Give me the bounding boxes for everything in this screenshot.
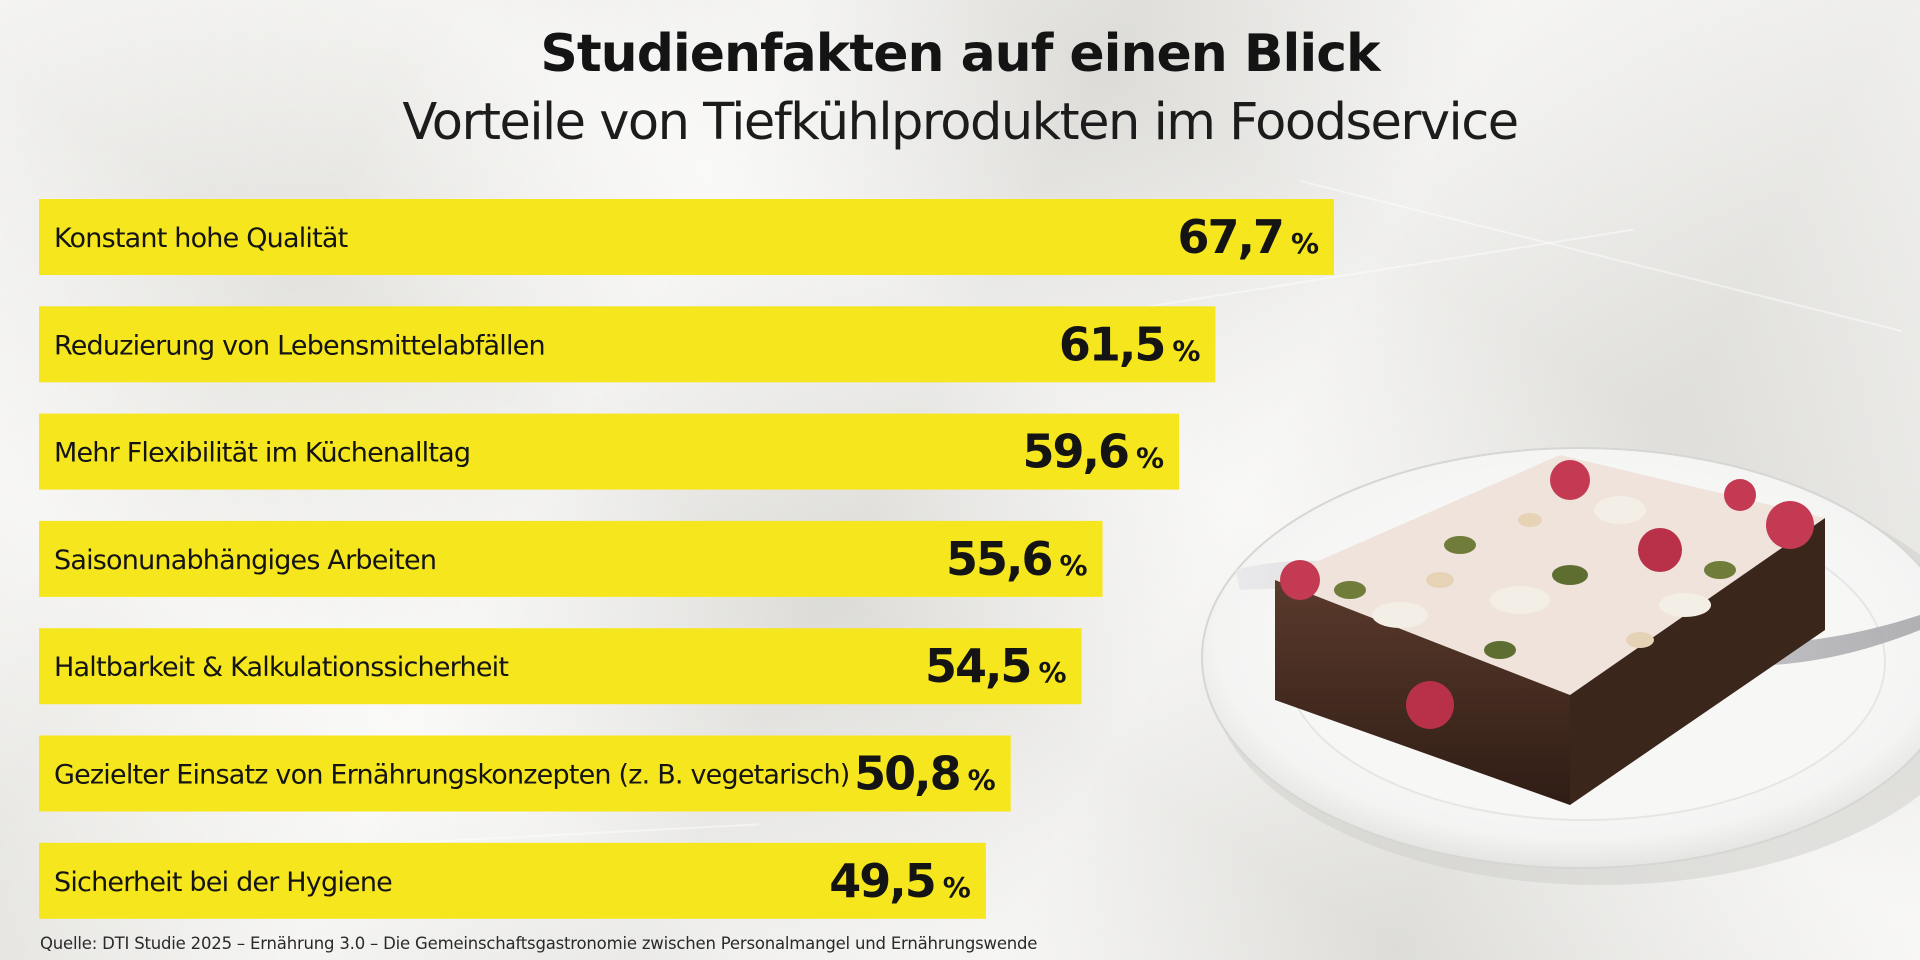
source-note: Quelle: DTI Studie 2025 – Ernährung 3.0 … bbox=[40, 934, 1038, 953]
bar-value-number: 49,5 bbox=[829, 854, 935, 908]
bar bbox=[39, 520, 1103, 597]
bar-value-unit: % bbox=[943, 871, 971, 904]
bar-value-label: 54,5% bbox=[925, 639, 1067, 693]
bar bbox=[39, 842, 986, 919]
bar-value-label: 55,6% bbox=[946, 532, 1088, 586]
bar-value-number: 55,6 bbox=[946, 532, 1052, 586]
bar-value-number: 67,7 bbox=[1177, 210, 1283, 264]
bar-value-label: 50,8% bbox=[854, 747, 996, 801]
bar-value-unit: % bbox=[1136, 442, 1164, 475]
bar-label: Gezielter Einsatz von Ernährungskonzepte… bbox=[54, 760, 850, 791]
bar-value-unit: % bbox=[1038, 656, 1066, 689]
bar-value-unit: % bbox=[1172, 334, 1200, 367]
bar-value-unit: % bbox=[1059, 549, 1087, 582]
bar bbox=[39, 413, 1180, 490]
bar bbox=[39, 735, 1011, 812]
bar-label: Haltbarkeit & Kalkulationssicherheit bbox=[54, 652, 508, 683]
bar-value-label: 59,6% bbox=[1022, 425, 1164, 479]
bar-value-label: 67,7% bbox=[1177, 210, 1319, 264]
bar-label: Sicherheit bei der Hygiene bbox=[54, 867, 392, 898]
bar-value-label: 61,5% bbox=[1059, 317, 1201, 371]
bar-value-number: 54,5 bbox=[925, 639, 1031, 693]
bar-value-unit: % bbox=[1291, 227, 1319, 260]
bar-label: Mehr Flexibilität im Küchenalltag bbox=[54, 438, 470, 469]
bar-value-number: 50,8 bbox=[854, 747, 960, 801]
bar-value-number: 61,5 bbox=[1059, 317, 1165, 371]
bar-label: Reduzierung von Lebensmittelabfällen bbox=[54, 330, 545, 361]
chart-subtitle: Vorteile von Tiefkühlprodukten im Foodse… bbox=[402, 93, 1519, 152]
bar-value-unit: % bbox=[968, 764, 996, 797]
food-photo-icon bbox=[1201, 447, 1920, 885]
chart-title: Studienfakten auf einen Blick bbox=[540, 24, 1380, 84]
chart-header: Studienfakten auf einen Blick Vorteile v… bbox=[0, 18, 1920, 156]
bar-value-number: 59,6 bbox=[1022, 425, 1128, 479]
bar-label: Saisonunabhängiges Arbeiten bbox=[54, 545, 436, 576]
bar bbox=[39, 199, 1334, 275]
bar bbox=[39, 306, 1216, 383]
bar-value-label: 49,5% bbox=[829, 854, 970, 908]
bar bbox=[39, 628, 1082, 705]
bar-label: Konstant hohe Qualität bbox=[54, 223, 348, 254]
